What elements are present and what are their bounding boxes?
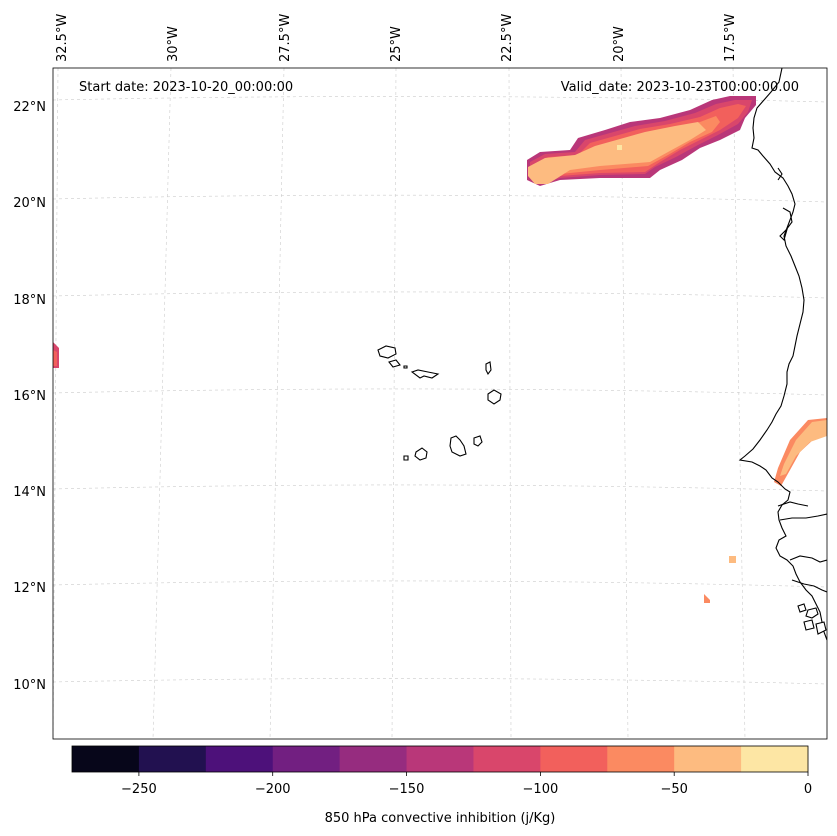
colorbar-tick-label: −200 xyxy=(255,782,291,797)
santa-luzia-island xyxy=(403,365,408,369)
lon-tick-label: 22.5°W xyxy=(500,14,515,62)
colorbar-tick-label: −150 xyxy=(389,782,425,797)
colorbar-tick-label: −50 xyxy=(660,782,687,797)
maio-island xyxy=(473,435,483,447)
colorbar-bin xyxy=(607,746,675,772)
colorbar-bin xyxy=(205,746,274,772)
lon-tick-label: 25°W xyxy=(389,26,404,62)
guinea-bissau-coast xyxy=(789,555,827,563)
lon-tick-label: 32.5°W xyxy=(55,14,70,62)
colorbar-tick-label: −100 xyxy=(523,782,559,797)
bissagos-coast xyxy=(791,579,827,593)
lon-tick-label: 30°W xyxy=(166,26,181,62)
lon-tick-label: 20°W xyxy=(612,26,627,62)
lat-tick-label: 22°N xyxy=(13,100,46,115)
brava-island xyxy=(403,455,409,461)
cin-small-patch xyxy=(704,594,710,603)
africa-coastline xyxy=(738,68,827,641)
lon-tick-label: 17.5°W xyxy=(723,14,738,62)
colorbar-tick-label: 0 xyxy=(804,782,812,797)
lat-tick-label: 20°N xyxy=(13,196,46,211)
santo-antao-island xyxy=(377,345,397,359)
colorbar-bin xyxy=(741,746,809,772)
cape-verde-islands xyxy=(377,345,502,461)
colorbar-bin xyxy=(138,746,207,772)
valid-date-label: Valid_date: 2023-10-23T00:00:00.00 xyxy=(561,80,799,95)
longitude-tick-labels: 32.5°W 30°W 27.5°W 25°W 22.5°W 20°W 17.5… xyxy=(55,14,738,62)
bissagos-island xyxy=(815,621,827,635)
colorbar-label: 850 hPa convective inhibition (j/Kg) xyxy=(325,811,556,826)
colorbar-bin xyxy=(674,746,742,772)
lat-tick-label: 10°N xyxy=(13,678,46,693)
cin-contours xyxy=(53,96,827,603)
africa-coastline-detail xyxy=(779,207,793,242)
colorbar-bin xyxy=(339,746,408,772)
sao-vicente-island xyxy=(388,359,401,368)
colorbar-bin xyxy=(473,746,541,772)
sao-nicolau-island xyxy=(410,369,440,379)
bissagos-island xyxy=(803,619,815,631)
map-area xyxy=(53,68,827,739)
graticule xyxy=(53,68,827,739)
colorbar-tick-label: −250 xyxy=(121,782,157,797)
colorbar: −250 −200 −150 −100 −50 0 850 hPa convec… xyxy=(71,745,812,826)
santiago-island xyxy=(449,435,467,457)
boa-vista-island xyxy=(487,389,502,405)
colorbar-ticks xyxy=(138,772,809,776)
cin-small-patch xyxy=(729,556,736,563)
colorbar-frame xyxy=(71,745,809,773)
colorbar-bin xyxy=(72,746,140,772)
fogo-island xyxy=(414,447,428,461)
cin-plume-bright xyxy=(617,145,622,150)
colorbar-bins xyxy=(72,746,809,772)
colorbar-bin xyxy=(406,746,474,772)
lat-tick-label: 16°N xyxy=(13,389,46,404)
colorbar-bin xyxy=(540,746,608,772)
cin-coastal-inner xyxy=(780,420,827,476)
colorbar-tick-labels: −250 −200 −150 −100 −50 0 xyxy=(121,782,812,797)
africa-coastline-detail xyxy=(777,167,783,181)
latitude-tick-labels: 22°N 20°N 18°N 16°N 14°N 12°N 10°N xyxy=(13,100,46,693)
cin-plume-core xyxy=(528,122,706,184)
map-frame xyxy=(52,67,828,740)
lat-tick-label: 14°N xyxy=(13,485,46,500)
casamance-coast xyxy=(779,513,827,521)
lat-tick-label: 18°N xyxy=(13,293,46,308)
lat-tick-label: 12°N xyxy=(13,581,46,596)
colorbar-bin xyxy=(272,746,341,772)
start-date-label: Start date: 2023-10-20_00:00:00 xyxy=(79,80,293,95)
bissagos-island xyxy=(805,607,819,619)
cin-west-edge-inner xyxy=(53,350,57,366)
sal-island xyxy=(485,361,492,376)
lon-tick-label: 27.5°W xyxy=(278,14,293,62)
bissagos-island xyxy=(797,603,807,613)
gambia-river xyxy=(777,501,809,507)
